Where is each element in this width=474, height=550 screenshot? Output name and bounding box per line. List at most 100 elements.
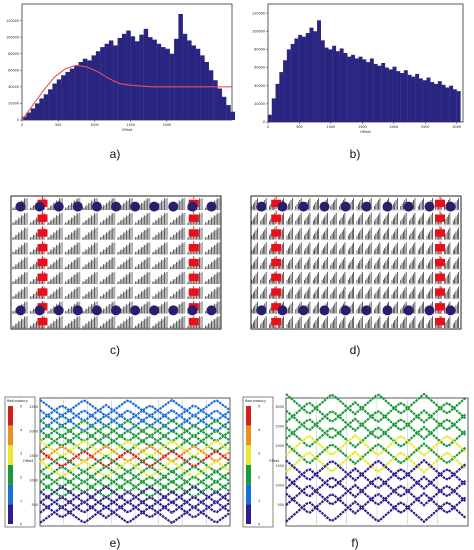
source-point [256, 201, 267, 212]
histogram-bar [309, 27, 314, 123]
coverage-wedge [169, 242, 186, 255]
panel-label-f: f) [351, 536, 359, 550]
colorbar-title: Redundancy [7, 399, 28, 403]
coverage-trace [39, 475, 230, 494]
coverage-wedge [204, 212, 221, 225]
colorbar-tick: 3 [20, 452, 22, 456]
source-point [15, 305, 26, 316]
histogram-bar [108, 40, 114, 121]
coverage-trace [39, 490, 230, 509]
coverage-wedge [116, 212, 133, 225]
x-tick-label: 500 [55, 123, 61, 127]
coverage-trace [39, 459, 230, 479]
receiver-block [37, 244, 48, 252]
colorbar-tick: 1 [20, 499, 22, 503]
histogram-bar [39, 98, 44, 120]
histogram-bar [30, 108, 36, 120]
receiver-block [435, 229, 445, 237]
colorbar-tick: 4 [258, 428, 260, 432]
source-point [187, 201, 198, 212]
coverage-wedge [116, 242, 133, 255]
receiver-block [435, 273, 445, 281]
histogram-bar [351, 54, 355, 123]
histogram-bar [226, 105, 231, 120]
source-point [149, 305, 160, 316]
x-axis-label: Offset [122, 128, 133, 132]
y-tick-label: 1000 [29, 479, 38, 483]
redundancy-map-e: Redundancy 5 4 3 2 1 0 2500 2000 1500 1000 500 Offse… [4, 396, 231, 528]
source-point [72, 305, 83, 316]
source-point [340, 201, 351, 212]
trend-curve [21, 64, 232, 121]
receiver-block [188, 258, 199, 267]
colorbar-tick: 2 [20, 475, 22, 479]
coverage-trace [285, 467, 467, 491]
y-tick-label: 2500 [29, 405, 38, 409]
coverage-wedge [64, 212, 81, 225]
y-tick-label: 60000 [254, 66, 265, 70]
colorbar-swatch [8, 445, 13, 465]
coverage-trace [285, 417, 467, 441]
source-point [130, 201, 141, 212]
colorbar-tick: 0 [20, 523, 22, 527]
colorbar-swatch [246, 484, 251, 505]
colorbar-swatch [246, 465, 251, 485]
coverage-wedge [134, 242, 151, 255]
histogram-bar [61, 75, 66, 120]
histogram-bar [366, 62, 371, 122]
histogram-bar [339, 48, 344, 122]
coverage-wedge [11, 242, 28, 255]
receiver-block [435, 303, 445, 311]
histogram-bar [126, 30, 131, 121]
histogram-bar [152, 39, 157, 120]
receiver-block [271, 214, 282, 222]
panel-label-d: d) [349, 343, 361, 357]
coverage-wedge [99, 212, 116, 225]
x-tick-label: 1000 [90, 123, 99, 127]
histogram-bar [82, 58, 88, 120]
receiver-block [188, 273, 199, 281]
coverage-wedge [46, 242, 63, 255]
histogram-bar [178, 13, 183, 121]
source-point [111, 305, 121, 316]
receiver-block [37, 229, 48, 237]
x-axis-label: Offset [360, 130, 371, 134]
y-tick-label: 500 [32, 503, 38, 507]
histogram-bar [437, 81, 442, 122]
colorbar-swatch [8, 484, 13, 505]
receiver-block [188, 214, 199, 222]
histogram-bar [411, 76, 416, 122]
receiver-block [37, 273, 48, 281]
histogram-bar [156, 43, 162, 121]
source-point [111, 201, 121, 212]
source-point [277, 201, 288, 212]
histogram-bar [100, 47, 105, 121]
histogram-bar [328, 49, 333, 123]
coverage-trace [39, 419, 230, 438]
y-tick-label: 2000 [275, 444, 284, 448]
histogram-bar [143, 28, 149, 120]
histogram-bar [358, 56, 363, 123]
histogram-bar [298, 34, 303, 122]
coverage-wedge [204, 242, 221, 255]
source-point [361, 201, 372, 212]
coverage-wedge [99, 242, 116, 255]
histogram-bar [69, 68, 75, 120]
receiver-block [435, 199, 445, 208]
source-point [445, 305, 456, 316]
y-tick-label: 1000 [275, 483, 284, 487]
receiver-block [271, 288, 282, 296]
coverage-wedge [64, 242, 81, 255]
histogram-bar [369, 58, 374, 122]
histogram-bar [313, 31, 318, 122]
y-tick-label: 100000 [6, 35, 19, 39]
histogram-bar [347, 56, 352, 123]
coverage-trace [285, 491, 467, 515]
coverage-trace [39, 469, 230, 489]
histogram-bar [335, 51, 340, 123]
histogram-bar [434, 83, 438, 122]
histogram-bar [317, 20, 321, 122]
histogram-bar [65, 71, 70, 120]
survey-layout-panel-c [8, 193, 228, 338]
y-tick-label: 2000 [29, 430, 38, 434]
